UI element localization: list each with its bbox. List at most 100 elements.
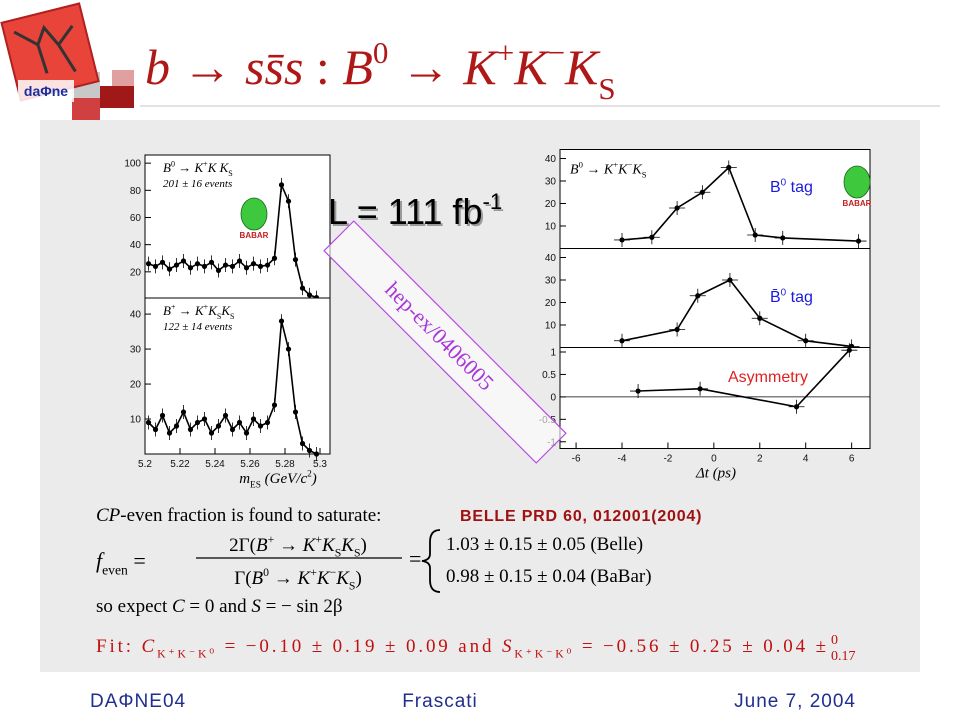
data-point <box>803 338 809 344</box>
text-part: 0 <box>263 566 269 579</box>
reference: BELLE PRD 60, 012001(2004) <box>460 508 702 525</box>
data-point <box>236 258 243 264</box>
logo-lines <box>13 24 77 74</box>
data-point <box>699 189 705 195</box>
text-part: 0 <box>373 35 389 70</box>
logo-block <box>72 98 100 120</box>
data-point <box>264 262 271 268</box>
data-point <box>159 412 166 419</box>
plot: 10 20 30 40 B̄0 tag <box>545 248 871 354</box>
data-line <box>621 166 859 242</box>
result-belle: 1.03 ± 0.15 ± 0.05 (Belle) <box>446 534 643 555</box>
formula-eq: = <box>409 546 421 571</box>
text-part: m <box>239 471 250 487</box>
data-point <box>292 257 299 263</box>
y-tick-label: 40 <box>130 240 142 251</box>
expect-line: so expect C = 0 and S = − sin 2β <box>96 596 343 617</box>
data-point <box>278 182 285 188</box>
text-part: (GeV/c <box>261 471 308 487</box>
text-part: K <box>302 535 317 556</box>
plot-area <box>559 149 871 249</box>
data-point <box>752 232 758 238</box>
y-tick-label: 30 <box>545 276 557 287</box>
y-tick-label: 20 <box>130 380 142 391</box>
text-part: B <box>256 535 268 556</box>
text-part: -1 <box>484 191 504 216</box>
plot-area <box>559 347 871 449</box>
text-part: 2 <box>307 470 312 480</box>
text-part: S <box>251 596 261 617</box>
text-part: + <box>268 533 275 546</box>
text-part: 0 <box>579 160 583 170</box>
y-tick-label: 0 <box>550 392 556 403</box>
text-part: K <box>316 568 331 589</box>
data-point <box>152 263 159 269</box>
text-part: B <box>570 163 579 178</box>
y-tick-label: 20 <box>130 267 142 278</box>
text-part: S <box>228 169 232 178</box>
x-tick-label: 5.3 <box>313 459 327 470</box>
text-part: S <box>230 312 234 321</box>
plot-tag: B0 tag <box>770 177 813 196</box>
text-part: 0 <box>171 160 175 169</box>
plot-area <box>144 154 331 300</box>
data-point <box>306 292 313 298</box>
result-babar: 0.98 ± 0.15 ± 0.04 (BaBar) <box>446 566 652 587</box>
text-part: = −0.10 ± 0.19 ± 0.09 and <box>217 636 499 657</box>
text-part: K <box>207 160 218 175</box>
text-part: K <box>207 303 218 318</box>
data-point <box>173 262 180 268</box>
text-part: − <box>330 566 337 579</box>
text-part: → <box>269 568 298 589</box>
text-part: 2Γ( <box>229 535 256 556</box>
text-part: K <box>220 303 231 318</box>
data-point <box>726 164 732 171</box>
text-part: = − sin 2β <box>261 596 343 617</box>
text-part: Δt (ps) <box>695 466 736 482</box>
data-point <box>299 440 306 447</box>
data-point <box>243 430 250 436</box>
text-part: B <box>163 303 171 318</box>
data-point <box>166 266 173 272</box>
text-part: → <box>175 160 195 175</box>
y-tick-label: 40 <box>130 310 142 321</box>
data-point <box>271 255 278 261</box>
text-part: K <box>335 568 350 589</box>
text-part: : <box>303 39 342 95</box>
text-part: K <box>297 568 312 589</box>
data-point <box>145 261 152 267</box>
data-point <box>299 285 306 291</box>
text-part: S <box>598 71 615 106</box>
data-point <box>257 423 264 429</box>
badge-text: BABAR <box>240 231 269 240</box>
brace <box>421 529 441 593</box>
data-point <box>697 386 703 392</box>
data-point <box>208 259 215 265</box>
text-part: S <box>335 547 342 560</box>
x-axis-label: Δt (ps) <box>695 466 736 482</box>
data-point <box>208 430 215 436</box>
text-part: + <box>203 160 208 169</box>
text-part: s <box>284 39 303 95</box>
data-point <box>264 419 271 426</box>
text-part: K⁺K⁻K⁰ <box>157 648 214 661</box>
data-point <box>229 426 236 433</box>
text-part: + <box>204 303 209 312</box>
text-part: = 0 and <box>185 596 252 617</box>
x-tick-label: 5.2 <box>138 459 152 470</box>
y-tick-label: 60 <box>130 213 142 224</box>
logo-block <box>112 70 134 86</box>
fit-upper: 0 <box>831 633 838 648</box>
text-part: K <box>513 39 550 95</box>
formula-numerator: 2Γ(B+ → K+KSKS) <box>229 533 367 560</box>
x-tick-label: 5.22 <box>170 459 190 470</box>
text-part: B <box>342 39 373 95</box>
text-part: ) <box>361 535 367 556</box>
data-point <box>215 267 222 274</box>
plot-label: B+ → K+KSKS <box>163 303 235 321</box>
text-part: K <box>193 160 204 175</box>
text-part: S <box>349 580 356 593</box>
text-part: = <box>128 548 146 573</box>
data-point <box>271 402 278 408</box>
